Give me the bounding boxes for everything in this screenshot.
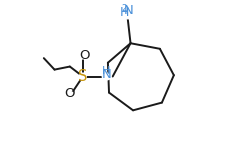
Text: O: O [65, 87, 75, 100]
Text: N: N [124, 4, 134, 17]
Text: 2: 2 [121, 4, 127, 13]
Ellipse shape [80, 53, 86, 59]
Text: H: H [102, 66, 110, 76]
Ellipse shape [79, 73, 86, 80]
Text: H: H [120, 6, 129, 19]
Text: O: O [79, 49, 89, 62]
Ellipse shape [122, 10, 133, 19]
Ellipse shape [102, 73, 111, 80]
Ellipse shape [68, 92, 74, 98]
Text: S: S [78, 69, 88, 84]
Text: N: N [102, 69, 112, 81]
